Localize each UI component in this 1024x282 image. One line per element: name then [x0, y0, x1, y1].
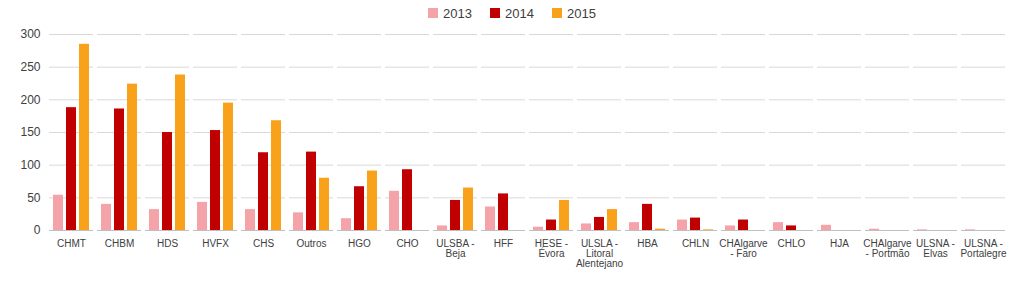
svg-text:200: 200: [20, 93, 40, 107]
svg-text:250: 250: [20, 60, 40, 74]
svg-text:HESE -Évora: HESE -Évora: [535, 238, 568, 259]
svg-text:CHMT: CHMT: [57, 238, 86, 249]
svg-text:Outros: Outros: [296, 238, 326, 249]
svg-text:ULSNA -Elvas: ULSNA -Elvas: [916, 238, 955, 259]
svg-text:CHO: CHO: [396, 238, 418, 249]
svg-text:100: 100: [20, 158, 40, 172]
svg-text:HBA: HBA: [637, 238, 658, 249]
svg-text:HJA: HJA: [830, 238, 849, 249]
svg-text:CHLO: CHLO: [778, 238, 806, 249]
svg-text:CHS: CHS: [253, 238, 274, 249]
svg-text:CHAlgarve- Faro: CHAlgarve- Faro: [719, 238, 768, 259]
svg-text:HVFX: HVFX: [202, 238, 229, 249]
svg-text:HDS: HDS: [157, 238, 178, 249]
svg-text:ULSBA -Beja: ULSBA -Beja: [436, 238, 474, 259]
svg-text:CHLN: CHLN: [682, 238, 709, 249]
svg-text:150: 150: [20, 125, 40, 139]
svg-text:HFF: HFF: [494, 238, 513, 249]
svg-text:CHBM: CHBM: [105, 238, 134, 249]
svg-text:50: 50: [27, 191, 41, 205]
html-text:2014: 2014: [505, 5, 534, 21]
svg-text:CHAlgarve- Portmão: CHAlgarve- Portmão: [863, 238, 912, 259]
svg-text:ULSLA -LitoralAlentejano: ULSLA -LitoralAlentejano: [576, 238, 624, 269]
svg-text:300: 300: [20, 27, 40, 41]
svg-text:0: 0: [34, 223, 41, 237]
svg-text:ULSNA -Portalegre: ULSNA -Portalegre: [960, 238, 1007, 259]
svg-text:HGO: HGO: [348, 238, 371, 249]
html-text:2013: 2013: [443, 5, 472, 21]
html-text:2015: 2015: [567, 5, 596, 21]
